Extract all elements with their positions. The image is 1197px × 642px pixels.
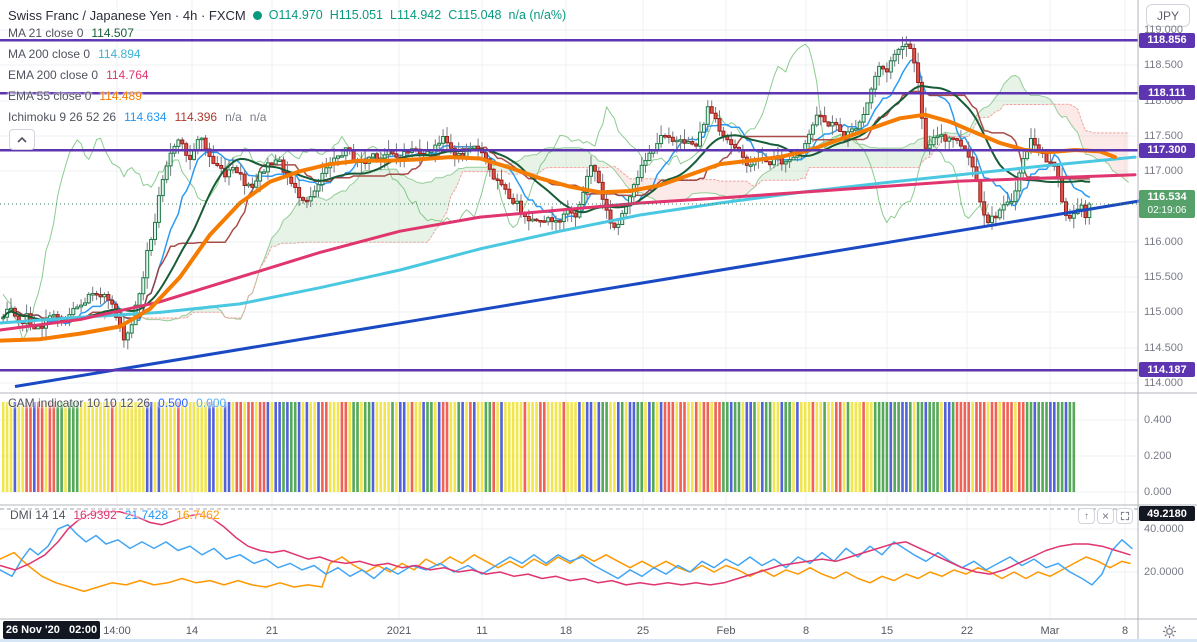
currency-axis-button[interactable]: JPY	[1146, 4, 1190, 27]
dmi-label: DMI 14 14	[10, 508, 66, 522]
axis-settings-button[interactable]	[1158, 622, 1180, 640]
countdown-timer: 02:19:06	[1147, 205, 1187, 217]
dmi-value-badge: 49.2180	[1139, 506, 1195, 522]
time-axis-label: 14	[185, 625, 199, 637]
move-pane-up-button[interactable]: ↑	[1078, 508, 1095, 524]
legend-ma200[interactable]: MA 200 close 0 114.894	[8, 47, 141, 61]
ohlc-low: L114.942	[390, 8, 442, 22]
cam-indicator-legend[interactable]: CAM indicator 10 10 12 26 0.500 0.000	[8, 396, 227, 410]
price-axis-tick: 114.000	[1144, 377, 1183, 389]
price-axis-tick: 117.500	[1144, 129, 1183, 142]
price-axis-tick: 118.500	[1144, 59, 1183, 72]
cam-label: CAM indicator 10 10 12 26	[8, 396, 151, 410]
price-axis-tick: 117.000	[1144, 165, 1183, 178]
gear-icon	[1162, 624, 1176, 638]
price-axis-tick: 116.000	[1144, 235, 1183, 248]
price-level-badge: 117.300	[1139, 142, 1195, 158]
time-axis-label: Mar	[1040, 625, 1060, 637]
price-axis-tick: 114.500	[1144, 341, 1183, 354]
close-icon: ×	[1101, 509, 1109, 523]
chevron-up-icon	[17, 136, 27, 143]
price-level-badge: 118.111	[1139, 85, 1195, 101]
last-price-value: 116.534	[1147, 191, 1187, 204]
legend-ma21[interactable]: MA 21 close 0 114.507	[8, 26, 134, 40]
time-axis-label: 2021	[386, 625, 412, 637]
collapse-legend-button[interactable]	[9, 129, 35, 150]
price-level-badge: 114.187	[1139, 362, 1195, 378]
ohlc-values: O114.970 H115.051 L114.942 C115.048 n/a …	[269, 8, 566, 22]
time-axis-label: 22	[960, 625, 974, 637]
dmi-axis-tick: 20.0000	[1144, 566, 1184, 578]
maximize-pane-button[interactable]	[1116, 508, 1133, 524]
close-pane-button[interactable]: ×	[1097, 508, 1114, 524]
market-status-icon[interactable]	[252, 10, 262, 20]
cam-axis-tick: 0.000	[1144, 486, 1172, 498]
time-axis-label: 15	[880, 625, 894, 637]
time-axis-label: 14:00	[103, 625, 131, 637]
cam-axis-tick: 0.400	[1144, 414, 1172, 426]
ohlc-open: O114.970	[268, 8, 323, 22]
time-axis-label: 8	[802, 625, 810, 637]
legend-ichimoku[interactable]: Ichimoku 9 26 52 26 114.634 114.396 n/a …	[8, 110, 267, 124]
maximize-icon	[1120, 511, 1129, 521]
price-axis-tick: 115.000	[1144, 306, 1183, 319]
chart-header: Swiss Franc / Japanese Yen · 4h · FXCM O…	[8, 6, 566, 24]
legend-ema200[interactable]: EMA 200 close 0 114.764	[8, 68, 149, 82]
dmi-legend[interactable]: DMI 14 14 16.9392 21.7428 16.7462	[10, 508, 220, 522]
time-axis-label: 11	[476, 625, 488, 637]
price-level-badge: 118.856	[1139, 32, 1195, 48]
time-axis-label: Feb	[716, 625, 736, 637]
time-axis-label: 8	[1121, 625, 1129, 637]
ohlc-change: n/a (n/a%)	[508, 8, 567, 22]
ohlc-high: H115.051	[329, 8, 383, 22]
arrow-up-icon: ↑	[1084, 510, 1089, 522]
cam-axis-tick: 0.200	[1144, 450, 1172, 462]
legend-ema55[interactable]: EMA 55 close 0 114.489	[8, 89, 142, 103]
symbol-title[interactable]: Swiss Franc / Japanese Yen · 4h · FXCM	[8, 7, 246, 23]
ohlc-close: C115.048	[448, 8, 502, 22]
time-axis-label: 18	[559, 625, 573, 637]
time-axis-label: 25	[636, 625, 650, 637]
crosshair-time-badge: 26 Nov '20 02:00	[3, 621, 100, 639]
price-axis-tick: 115.500	[1144, 271, 1183, 284]
dmi-axis-tick: 40.0000	[1144, 523, 1184, 535]
last-price-badge: 116.534 02:19:06	[1139, 190, 1195, 219]
time-axis-label: 21	[265, 625, 279, 637]
